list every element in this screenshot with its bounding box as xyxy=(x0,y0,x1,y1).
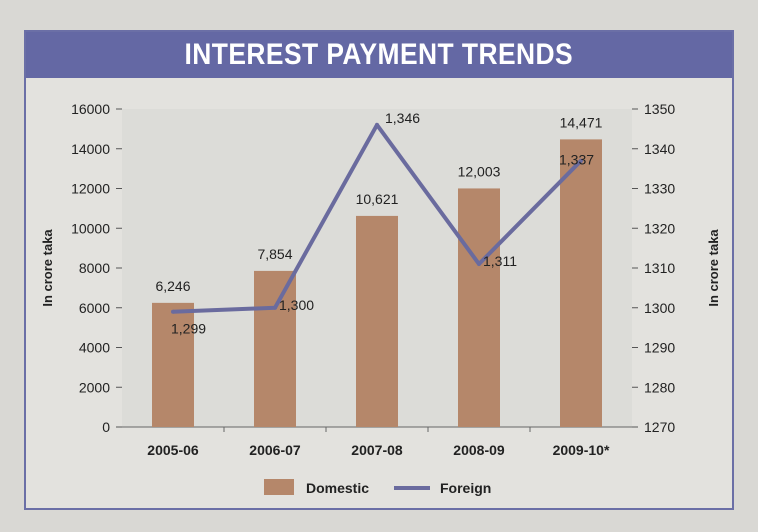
bar-data-label: 14,471 xyxy=(560,114,603,130)
line-data-label: 1,346 xyxy=(385,110,420,126)
bar-domestic xyxy=(356,215,398,427)
right-tick-label: 1310 xyxy=(644,260,675,276)
line-data-label: 1,311 xyxy=(483,253,517,269)
x-tick-label: 2007-08 xyxy=(351,442,403,458)
left-tick-label: 16000 xyxy=(71,101,110,117)
legend-label-foreign: Foreign xyxy=(440,480,491,496)
right-tick-label: 1270 xyxy=(644,419,675,435)
line-point xyxy=(273,305,277,310)
bar-domestic xyxy=(458,188,500,427)
bar-data-label: 12,003 xyxy=(458,163,501,179)
bar-data-label: 10,621 xyxy=(356,191,399,207)
right-tick-label: 1290 xyxy=(644,340,675,356)
left-tick-label: 0 xyxy=(102,419,110,435)
line-point xyxy=(171,309,175,314)
bar-domestic xyxy=(254,270,296,427)
right-tick-label: 1300 xyxy=(644,300,675,316)
right-axis-title: In crore taka xyxy=(706,229,721,307)
line-point xyxy=(477,262,481,267)
x-tick-label: 2005-06 xyxy=(147,442,199,458)
line-point xyxy=(375,122,379,127)
right-tick-label: 1330 xyxy=(644,181,675,197)
left-tick-label: 2000 xyxy=(79,379,110,395)
legend-label-domestic: Domestic xyxy=(306,480,369,496)
left-tick-label: 4000 xyxy=(79,340,110,356)
chart-title: INTEREST PAYMENT TRENDS xyxy=(184,38,574,71)
left-tick-label: 8000 xyxy=(79,260,110,276)
bar-domestic xyxy=(152,302,194,427)
left-tick-label: 14000 xyxy=(71,141,110,157)
left-axis-title: In crore taka xyxy=(40,229,55,307)
right-tick-label: 1340 xyxy=(644,141,675,157)
right-tick-label: 1280 xyxy=(644,379,675,395)
left-tick-label: 12000 xyxy=(71,181,110,197)
right-tick-label: 1320 xyxy=(644,220,675,236)
title-bar: INTEREST PAYMENT TRENDS xyxy=(26,32,732,78)
line-data-label: 1,337 xyxy=(559,152,594,168)
line-point xyxy=(579,158,583,163)
line-data-label: 1,300 xyxy=(279,297,314,313)
x-tick-label: 2009-10* xyxy=(553,442,610,458)
bar-data-label: 7,854 xyxy=(257,246,292,262)
legend-swatch-domestic xyxy=(264,479,294,495)
right-tick-label: 1350 xyxy=(644,101,675,117)
x-tick-label: 2006-07 xyxy=(249,442,301,458)
bar-data-label: 6,246 xyxy=(155,278,190,294)
left-tick-label: 10000 xyxy=(71,220,110,236)
left-tick-label: 6000 xyxy=(79,300,110,316)
x-tick-label: 2008-09 xyxy=(453,442,505,458)
line-data-label: 1,299 xyxy=(171,321,206,337)
bar-domestic xyxy=(560,139,602,428)
